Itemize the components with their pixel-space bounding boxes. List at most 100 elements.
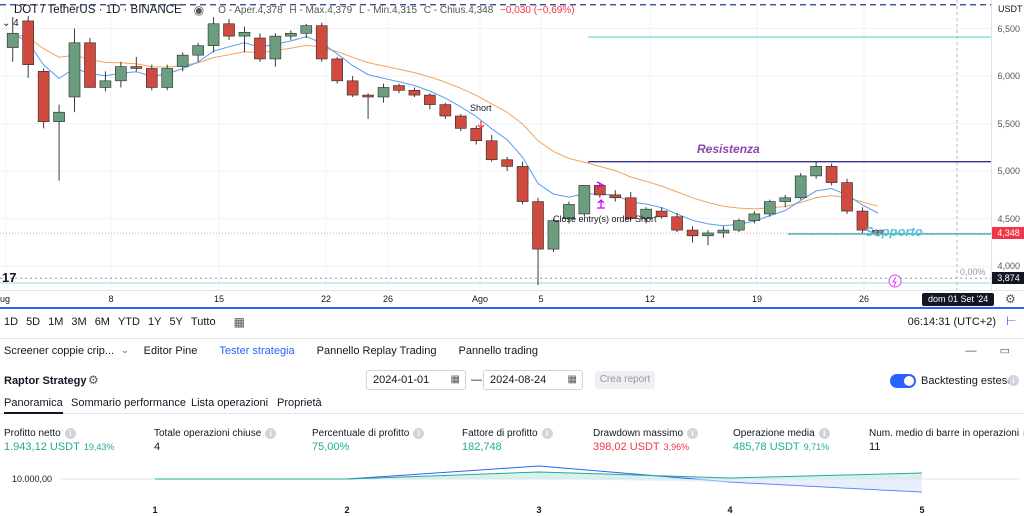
tab-trade-list[interactable]: Lista operazioni xyxy=(191,397,269,409)
info-icon[interactable]: i xyxy=(64,428,76,439)
currency-label[interactable]: USDT xyxy=(998,4,1023,14)
candle-body xyxy=(223,23,235,37)
close-arrow-icon xyxy=(597,199,605,209)
time-tick-label: 26 xyxy=(858,294,870,304)
candle-body xyxy=(346,80,359,96)
candle-body xyxy=(470,128,483,142)
create-report-button[interactable]: Crea report xyxy=(595,371,655,389)
time-scale[interactable]: ug 8 15 22 26 Ago 5 12 19 26 dom 01 Set '24 ⚙ xyxy=(0,290,1024,308)
metric-value-text: 485,78 USDT xyxy=(733,441,800,453)
goto-date-calendar-icon[interactable]: ▦ xyxy=(233,315,245,329)
equity-chart[interactable] xyxy=(0,458,1024,516)
metric-value: 398,02 USDT 3,96% xyxy=(593,441,698,453)
chevron-down-icon[interactable]: ⌄ xyxy=(121,345,129,355)
metric-label: Operazione media i xyxy=(733,428,830,439)
timeframe-3m[interactable]: 3M xyxy=(71,316,87,328)
metric-label: Totale operazioni chiuse i xyxy=(154,428,277,439)
timeframe-5d[interactable]: 5D xyxy=(26,316,41,328)
timeframe-tutto[interactable]: Tutto xyxy=(190,316,216,328)
deep-backtest-toggle[interactable] xyxy=(890,374,916,388)
current-price-tag: 4,348 xyxy=(992,227,1024,240)
time-tick-label: 5 xyxy=(538,294,544,304)
candle-body xyxy=(640,208,652,219)
current-date-badge: dom 01 Set '24 xyxy=(922,293,995,306)
candle-body xyxy=(856,210,869,231)
low-value: L - Min.4,315 xyxy=(359,4,418,16)
strategy-name[interactable]: Raptor Strategy xyxy=(4,375,87,387)
panel-tab-0[interactable]: Screener coppie crip... xyxy=(4,344,115,357)
chart-settings-gear-icon[interactable]: ⚙ xyxy=(1005,292,1016,306)
time-tick-label: 12 xyxy=(644,294,656,304)
panel-resize-divider[interactable] xyxy=(0,307,1024,309)
panel-tab-4[interactable]: Pannello trading xyxy=(458,344,538,357)
price-scale[interactable]: USDT 6,500 6,000 5,500 5,000 4,500 4,000 4,34… xyxy=(991,0,1024,290)
strategy-settings-icon[interactable]: ⚙ xyxy=(88,373,99,387)
metric-label-text: Drawdown massimo xyxy=(593,428,684,439)
eye-icon[interactable]: ◉ xyxy=(193,3,205,17)
metric-value-text: 4 xyxy=(154,441,161,453)
time-tick-label: 22 xyxy=(320,294,332,304)
metric-label-text: Percentuale di profitto xyxy=(312,428,410,439)
metric-card: Fattore di profitto i 182,748 xyxy=(462,428,553,453)
candle-body xyxy=(594,185,606,196)
equity-x-label: 4 xyxy=(727,505,733,515)
panel-tab-3[interactable]: Pannello Replay Trading xyxy=(316,344,437,357)
equity-x-label: 3 xyxy=(536,505,542,515)
candle-body xyxy=(532,201,544,250)
tab-properties[interactable]: Proprietà xyxy=(277,397,322,409)
timeframe-1y[interactable]: 1Y xyxy=(147,316,162,328)
timeframe-5y[interactable]: 5Y xyxy=(169,316,183,328)
equity-x-label: 5 xyxy=(919,505,925,515)
candle-body xyxy=(362,94,374,98)
calendar-icon[interactable]: ▦ xyxy=(567,374,577,385)
info-icon[interactable]: i xyxy=(265,428,277,439)
info-icon[interactable]: i xyxy=(413,428,425,439)
expand-panel-icon[interactable]: ⊢ xyxy=(1006,314,1017,328)
info-icon[interactable]: i xyxy=(541,428,553,439)
info-icon[interactable]: i xyxy=(818,428,830,439)
timeframe-1m[interactable]: 1M xyxy=(48,316,64,328)
candle-body xyxy=(130,66,143,69)
indicator-collapse-badge[interactable]: ⌄ 4 xyxy=(2,18,19,29)
candle-body xyxy=(53,111,65,123)
price-chart[interactable]: Short Close entry(s) order Short Resistenz… xyxy=(0,0,991,290)
fast-moving-average-line xyxy=(12,32,879,227)
tab-performance-summary[interactable]: Sommario performance xyxy=(71,397,186,409)
metric-card: Drawdown massimo i 398,02 USDT 3,96% xyxy=(593,428,699,453)
candle-body xyxy=(655,210,668,218)
metric-card: Totale operazioni chiuse i 4 xyxy=(154,428,277,453)
candle-body xyxy=(99,80,112,88)
tradingview-logo: 17 xyxy=(2,270,16,285)
time-tick-label: Ago xyxy=(471,294,489,304)
timezone-clock[interactable]: 06:14:31 (UTC+2) xyxy=(907,316,996,328)
timeframe-6m[interactable]: 6M xyxy=(94,316,110,328)
info-icon[interactable]: i xyxy=(687,428,699,439)
panel-tab-1[interactable]: Editor Pine xyxy=(143,344,198,357)
candle-body xyxy=(810,166,822,177)
equity-x-label: 2 xyxy=(344,505,350,515)
symbol-title[interactable]: DOT / TetherUS · 1D · BINANCE xyxy=(14,4,182,16)
timeframe-ytd[interactable]: YTD xyxy=(117,316,140,328)
candlestick-svg[interactable]: Short Close entry(s) order Short Resistenz… xyxy=(0,0,991,290)
equity-profit-area xyxy=(155,472,922,479)
metric-value: 4 xyxy=(154,441,276,453)
timeframe-1d[interactable]: 1D xyxy=(4,316,19,328)
time-tick-label: 15 xyxy=(213,294,225,304)
start-date-input[interactable]: 2024-01-01 ▦ xyxy=(366,370,466,390)
metric-card: Operazione media i 485,78 USDT 9,71% xyxy=(733,428,830,453)
calendar-icon[interactable]: ▦ xyxy=(450,374,460,385)
candle-body xyxy=(578,185,591,215)
candle-body xyxy=(686,229,699,237)
bottom-panel-tabs: Screener coppie crip... ⌄ Editor Pine Teste… xyxy=(0,338,1024,362)
panel-tab-2[interactable]: Tester strategia xyxy=(219,344,295,357)
tab-overview[interactable]: Panoramica xyxy=(4,397,63,414)
candle-body xyxy=(315,25,328,60)
metric-value: 1.943,12 USDT 19,43% xyxy=(4,441,114,453)
candle-body xyxy=(254,37,266,60)
panel-window-controls-icon[interactable]: — ▭ xyxy=(965,345,1020,357)
metric-value-text: 75,00% xyxy=(312,441,350,453)
info-icon[interactable]: i xyxy=(1008,375,1019,386)
short-signal-label: Short xyxy=(470,103,492,113)
indicator-count: 4 xyxy=(13,18,19,29)
end-date-input[interactable]: 2024-08-24 ▦ xyxy=(483,370,583,390)
